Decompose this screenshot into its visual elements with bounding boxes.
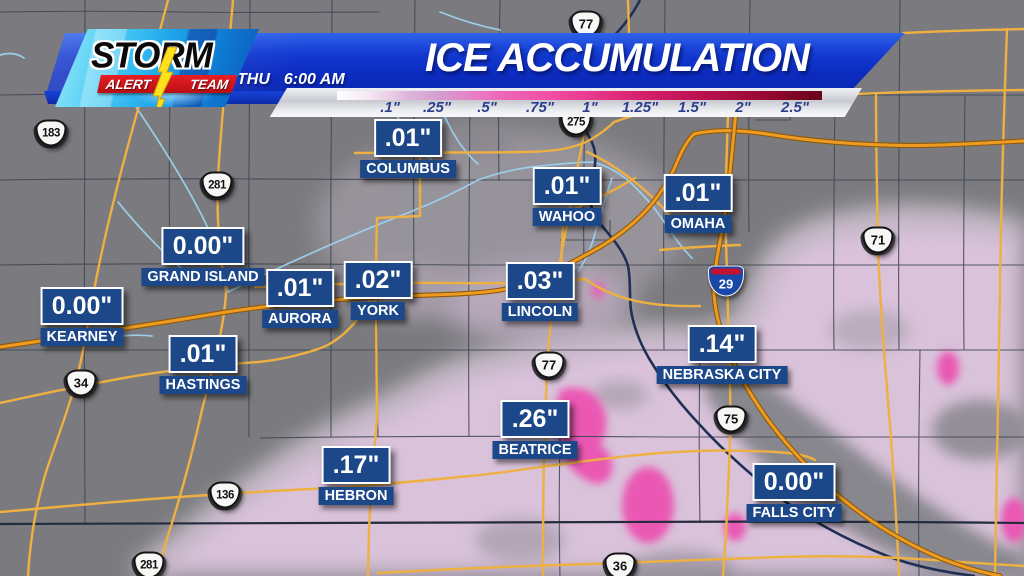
page-title: ICE ACCUMULATION <box>425 36 810 80</box>
city-value: .01" <box>532 167 602 205</box>
legend-tick: .1" <box>380 99 400 116</box>
legend-tick: 1" <box>582 99 598 116</box>
city-value: .02" <box>343 261 413 299</box>
city-name: BEATRICE <box>492 441 578 459</box>
us-route-shield-281-south: 281 <box>133 551 165 576</box>
city-name: GRAND ISLAND <box>141 268 265 286</box>
city-reading-hebron: .17" HEBRON <box>318 446 394 505</box>
header: ICE ACCUMULATION THU 6:00 AM .1" .25" .5… <box>0 0 1024 130</box>
city-name: HASTINGS <box>159 376 247 394</box>
city-name: KEARNEY <box>40 328 124 346</box>
logo-alert-text: ALERT <box>104 76 152 92</box>
city-reading-york: .02" YORK <box>343 261 413 320</box>
city-value: .26" <box>500 400 570 438</box>
us-route-shield-36: 36 <box>604 552 636 576</box>
city-name: OMAHA <box>664 215 732 233</box>
city-reading-falls-city: 0.00" FALLS CITY <box>746 463 842 522</box>
city-value: .03" <box>505 262 575 300</box>
interstate-shield-number: 29 <box>718 276 734 292</box>
city-value: .01" <box>265 269 335 307</box>
interstate-shield-band <box>711 268 741 274</box>
city-value: .01" <box>663 174 733 212</box>
timestamp-day: THU <box>237 71 270 88</box>
lightning-bolt-icon <box>152 47 178 107</box>
city-reading-columbus: .01" COLUMBUS <box>360 119 456 178</box>
city-reading-aurora: .01" AURORA <box>262 269 338 328</box>
city-reading-beatrice: .26" BEATRICE <box>492 400 578 459</box>
city-value: .17" <box>321 446 391 484</box>
city-reading-hastings: .01" HASTINGS <box>159 335 247 394</box>
us-route-shield-183: 183 <box>35 119 67 147</box>
city-reading-nebraska-city: .14" NEBRASKA CITY <box>656 325 788 384</box>
city-value: 0.00" <box>161 227 245 265</box>
city-name: FALLS CITY <box>746 504 842 522</box>
legend-tick: 1.25" <box>621 99 659 116</box>
legend-scale: .1" .25" .5" .75" 1" 1.25" 1.5" 2" 2.5" <box>269 88 862 117</box>
city-value: 0.00" <box>40 287 124 325</box>
legend-tick: .75" <box>526 99 554 116</box>
city-name: AURORA <box>262 310 338 328</box>
storm-alert-team-logo: STORM ALERT TEAM <box>55 29 259 107</box>
title-banner: ICE ACCUMULATION THU 6:00 AM <box>47 33 905 91</box>
legend-gradient-bar <box>337 91 822 100</box>
city-name: WAHOO <box>532 208 602 226</box>
city-name: NEBRASKA CITY <box>656 366 788 384</box>
city-reading-wahoo: .01" WAHOO <box>532 167 602 226</box>
city-name: HEBRON <box>318 487 394 505</box>
interstate-shield-29: 29 <box>708 265 744 297</box>
city-value: 0.00" <box>752 463 836 501</box>
legend-tick: 1.5" <box>678 99 706 116</box>
city-reading-omaha: .01" OMAHA <box>663 174 733 233</box>
legend-tick: 2.5" <box>781 99 809 116</box>
logo-storm-text: STORM <box>91 35 213 76</box>
city-name: YORK <box>351 302 405 320</box>
legend-tick: .5" <box>477 99 497 116</box>
legend-tick: .25" <box>423 99 451 116</box>
city-name: LINCOLN <box>501 303 579 321</box>
city-value: .01" <box>373 119 443 157</box>
logo-team-text: TEAM <box>188 76 230 92</box>
city-reading-lincoln: .03" LINCOLN <box>501 262 579 321</box>
city-reading-kearney: 0.00" KEARNEY <box>40 287 124 346</box>
timestamp-time: 6:00 AM <box>283 71 345 88</box>
city-reading-grand-island: 0.00" GRAND ISLAND <box>141 227 265 286</box>
legend-tick: 2" <box>735 99 751 116</box>
timestamp: THU 6:00 AM <box>237 71 345 89</box>
city-value: .14" <box>687 325 757 363</box>
city-value: .01" <box>168 335 238 373</box>
city-name: COLUMBUS <box>360 160 456 178</box>
